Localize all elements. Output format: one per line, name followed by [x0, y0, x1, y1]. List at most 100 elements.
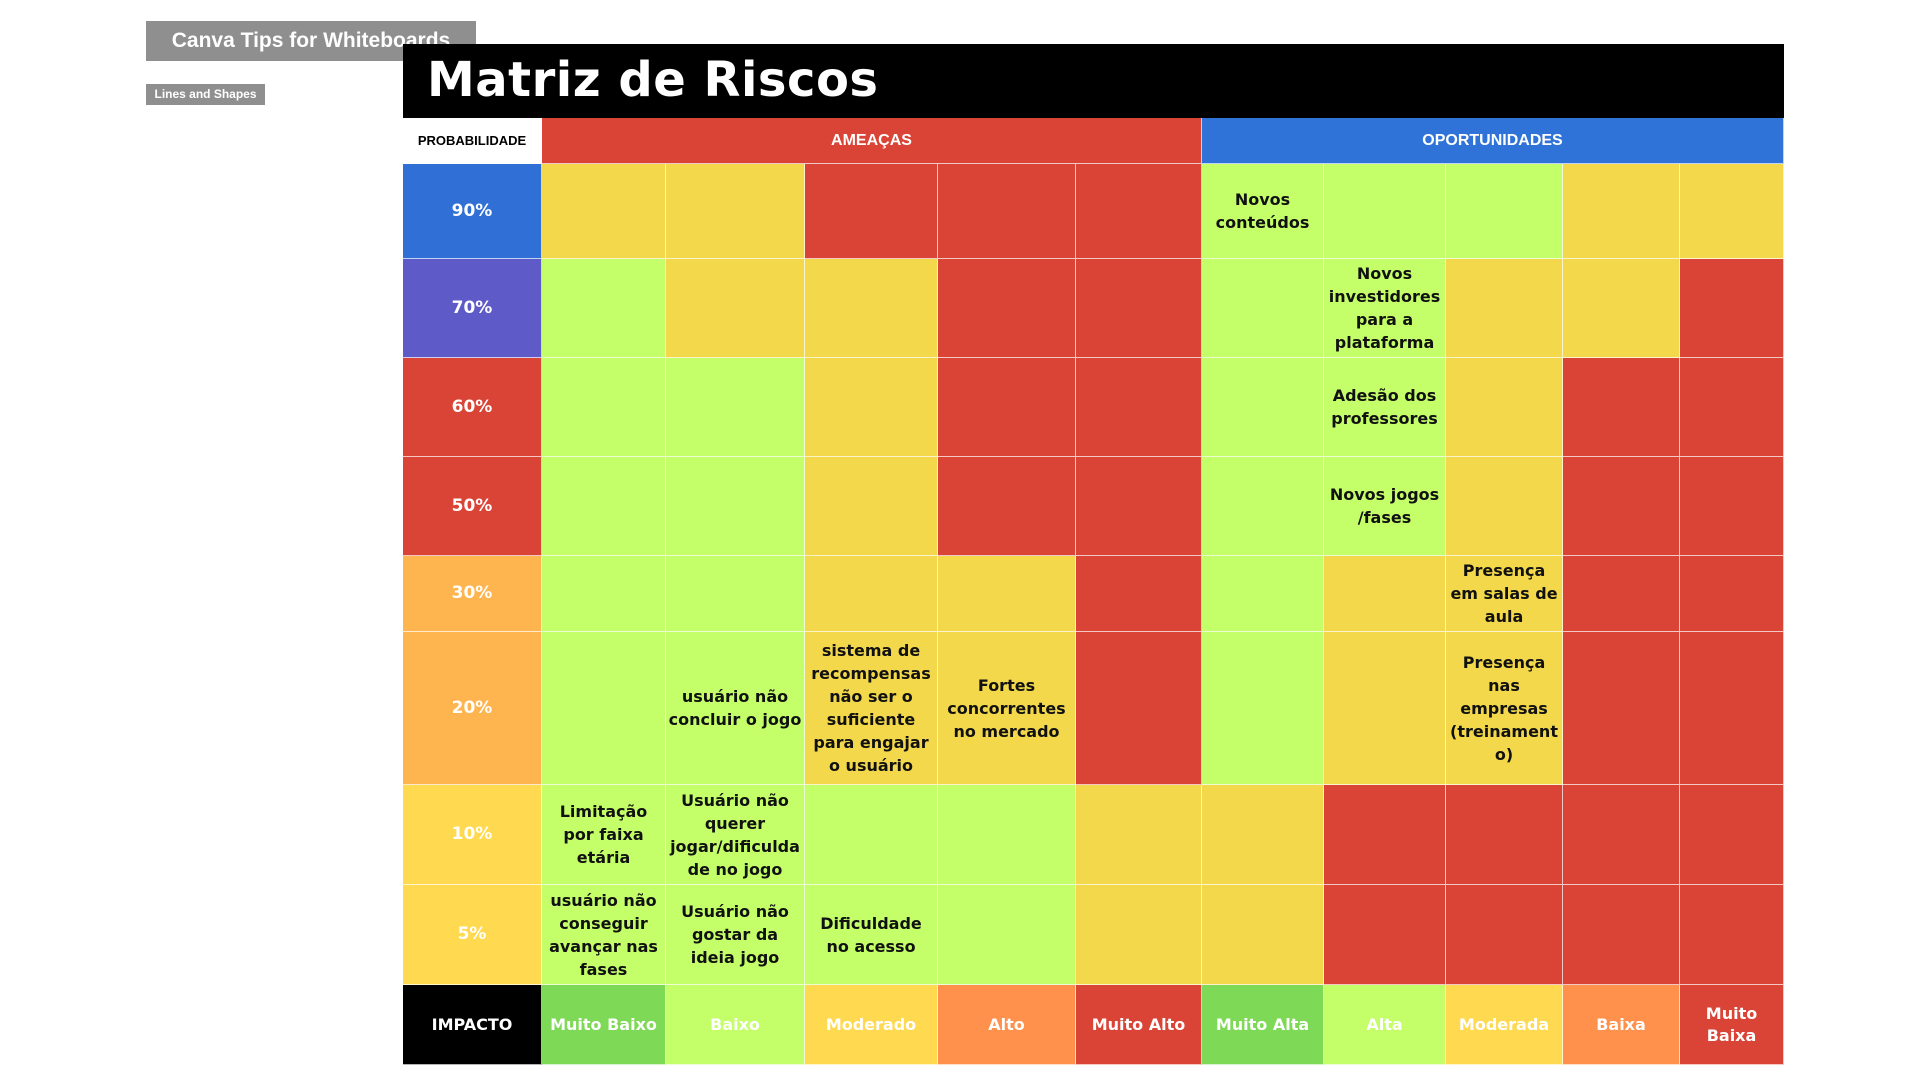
matrix-cell [1076, 358, 1202, 457]
risk-matrix: PROBABILIDADE AMEAÇAS OPORTUNIDADES 90% N… [403, 118, 1784, 1065]
page-title: Matriz de Riscos [427, 52, 879, 108]
impact-level-label: Muito Alta [1202, 985, 1324, 1065]
matrix-cell [1680, 556, 1784, 632]
risk-item: Usuário não querer jogar/dificuldade no … [666, 785, 805, 885]
matrix-cell [1563, 164, 1680, 259]
matrix-cell [542, 259, 666, 358]
matrix-cell [805, 358, 938, 457]
impact-header: IMPACTO [403, 985, 542, 1065]
matrix-cell [1202, 885, 1324, 985]
impact-level-label: Muito Baixa [1680, 985, 1784, 1065]
matrix-cell [1680, 358, 1784, 457]
matrix-cell [666, 457, 805, 556]
matrix-cell [938, 164, 1076, 259]
matrix-cell [1202, 785, 1324, 885]
probability-label: 30% [403, 556, 542, 632]
matrix-cell [805, 259, 938, 358]
matrix-cell [938, 457, 1076, 556]
matrix-cell [1680, 259, 1784, 358]
matrix-cell [1076, 885, 1202, 985]
matrix-cell [1563, 785, 1680, 885]
matrix-cell [938, 259, 1076, 358]
app-title: Canva Tips for Whiteboards [146, 21, 476, 61]
matrix-cell [1680, 632, 1784, 785]
matrix-cell [1680, 457, 1784, 556]
risk-item: Presença em salas de aula [1446, 556, 1563, 632]
matrix-cell [1563, 632, 1680, 785]
impact-level-label: Muito Alto [1076, 985, 1202, 1065]
matrix-cell [1324, 556, 1446, 632]
matrix-cell [542, 164, 666, 259]
risk-item: Usuário não gostar da ideia jogo [666, 885, 805, 985]
probability-label: 50% [403, 457, 542, 556]
probability-header: PROBABILIDADE [403, 118, 542, 164]
matrix-cell [1446, 785, 1563, 885]
matrix-cell [1680, 164, 1784, 259]
impact-level-label: Alto [938, 985, 1076, 1065]
matrix-cell [1563, 556, 1680, 632]
matrix-cell [542, 457, 666, 556]
risk-item: sistema de recompensas não ser o suficie… [805, 632, 938, 785]
risk-item: Limitação por faixa etária [542, 785, 666, 885]
threats-header: AMEAÇAS [542, 118, 1202, 164]
matrix-cell [1563, 358, 1680, 457]
matrix-cell [938, 556, 1076, 632]
matrix-cell [1076, 556, 1202, 632]
matrix-cell [1680, 785, 1784, 885]
impact-level-label: Baixo [666, 985, 805, 1065]
risk-item: Novos investidores para a plataforma [1324, 259, 1446, 358]
probability-label: 60% [403, 358, 542, 457]
title-bar: Matriz de Riscos [403, 44, 1784, 118]
matrix-cell [938, 358, 1076, 457]
matrix-cell [938, 785, 1076, 885]
matrix-cell [805, 556, 938, 632]
impact-level-label: Moderada [1446, 985, 1563, 1065]
matrix-cell [805, 164, 938, 259]
matrix-cell [1563, 259, 1680, 358]
risk-item: Fortes concorrentes no mercado [938, 632, 1076, 785]
matrix-cell [1446, 885, 1563, 985]
matrix-cell [1324, 164, 1446, 259]
matrix-cell [666, 358, 805, 457]
matrix-cell [1446, 164, 1563, 259]
matrix-cell [1446, 457, 1563, 556]
matrix-cell [666, 556, 805, 632]
matrix-cell [666, 164, 805, 259]
matrix-cell [1076, 457, 1202, 556]
risk-item: usuário não concluir o jogo [666, 632, 805, 785]
impact-level-label: Alta [1324, 985, 1446, 1065]
matrix-cell [805, 457, 938, 556]
matrix-cell [1563, 885, 1680, 985]
risk-item: Dificuldade no acesso [805, 885, 938, 985]
probability-label: 90% [403, 164, 542, 259]
risk-item: Novos jogos /fases [1324, 457, 1446, 556]
matrix-cell [542, 556, 666, 632]
matrix-cell [1076, 164, 1202, 259]
risk-item: Adesão dos professores [1324, 358, 1446, 457]
opportunities-header: OPORTUNIDADES [1202, 118, 1784, 164]
probability-label: 20% [403, 632, 542, 785]
matrix-cell [1202, 457, 1324, 556]
subtitle-badge: Lines and Shapes [146, 84, 265, 105]
matrix-cell [805, 785, 938, 885]
matrix-cell [1076, 785, 1202, 885]
matrix-cell [1324, 785, 1446, 885]
matrix-cell [1446, 259, 1563, 358]
matrix-cell [542, 358, 666, 457]
matrix-cell [1202, 259, 1324, 358]
impact-level-label: Baixa [1563, 985, 1680, 1065]
matrix-cell [1446, 358, 1563, 457]
matrix-cell [1324, 632, 1446, 785]
impact-level-label: Moderado [805, 985, 938, 1065]
matrix-cell [938, 885, 1076, 985]
probability-label: 70% [403, 259, 542, 358]
matrix-cell [1076, 259, 1202, 358]
probability-label: 10% [403, 785, 542, 885]
impact-level-label: Muito Baixo [542, 985, 666, 1065]
matrix-cell [1202, 556, 1324, 632]
probability-label: 5% [403, 885, 542, 985]
matrix-cell [1202, 358, 1324, 457]
matrix-cell [1202, 632, 1324, 785]
matrix-cell [1680, 885, 1784, 985]
risk-item: Presença nas empresas (treinamento) [1446, 632, 1563, 785]
